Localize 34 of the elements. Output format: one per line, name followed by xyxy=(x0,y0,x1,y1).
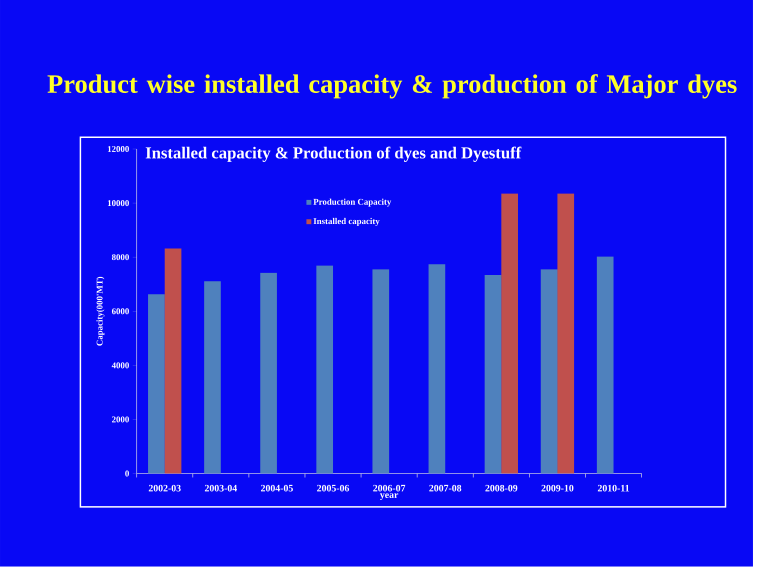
chart-title: Product wise installed capacity & production of Major dyes xyxy=(48,74,737,99)
y-axis-title: Capacity(000'MT) xyxy=(96,277,104,346)
x-tick-label: 2002-03 xyxy=(148,484,181,492)
bar xyxy=(260,273,277,474)
y-tick-label: 10000 xyxy=(108,200,129,206)
legend-label: Installed capacity xyxy=(314,218,380,226)
bar xyxy=(164,248,182,474)
y-tick-label: 12000 xyxy=(108,146,129,152)
y-tick-label: 0 xyxy=(125,470,129,477)
y-tick-label: 2000 xyxy=(112,416,129,423)
x-axis-title: year xyxy=(380,493,398,500)
x-tick-label: 2007-08 xyxy=(429,484,462,492)
bar xyxy=(484,275,502,474)
legend-label: Production Capacity xyxy=(313,198,392,207)
bar xyxy=(557,194,574,474)
bar xyxy=(596,256,614,474)
chart-subtitle: Installed capacity & Production of dyes and Dyestuff xyxy=(146,146,522,162)
bar xyxy=(428,264,446,474)
bar xyxy=(540,270,558,474)
bar xyxy=(204,281,221,474)
x-tick-label: 2003-04 xyxy=(204,484,237,492)
y-tick-label: 6000 xyxy=(112,308,129,314)
bar xyxy=(148,294,165,474)
bar xyxy=(316,266,334,474)
x-tick-label: 2008-09 xyxy=(485,484,518,492)
x-tick-label: 2010-11 xyxy=(598,484,630,492)
bar xyxy=(372,270,390,474)
y-tick-label: 4000 xyxy=(112,362,129,368)
x-tick-label: 2004-05 xyxy=(260,484,293,492)
x-tick-label: 2006-07 xyxy=(373,484,406,492)
y-tick-label: 8000 xyxy=(112,254,129,260)
x-tick-label: 2005-06 xyxy=(317,484,350,492)
bar xyxy=(501,194,518,474)
x-tick-label: 2009-10 xyxy=(542,484,574,492)
